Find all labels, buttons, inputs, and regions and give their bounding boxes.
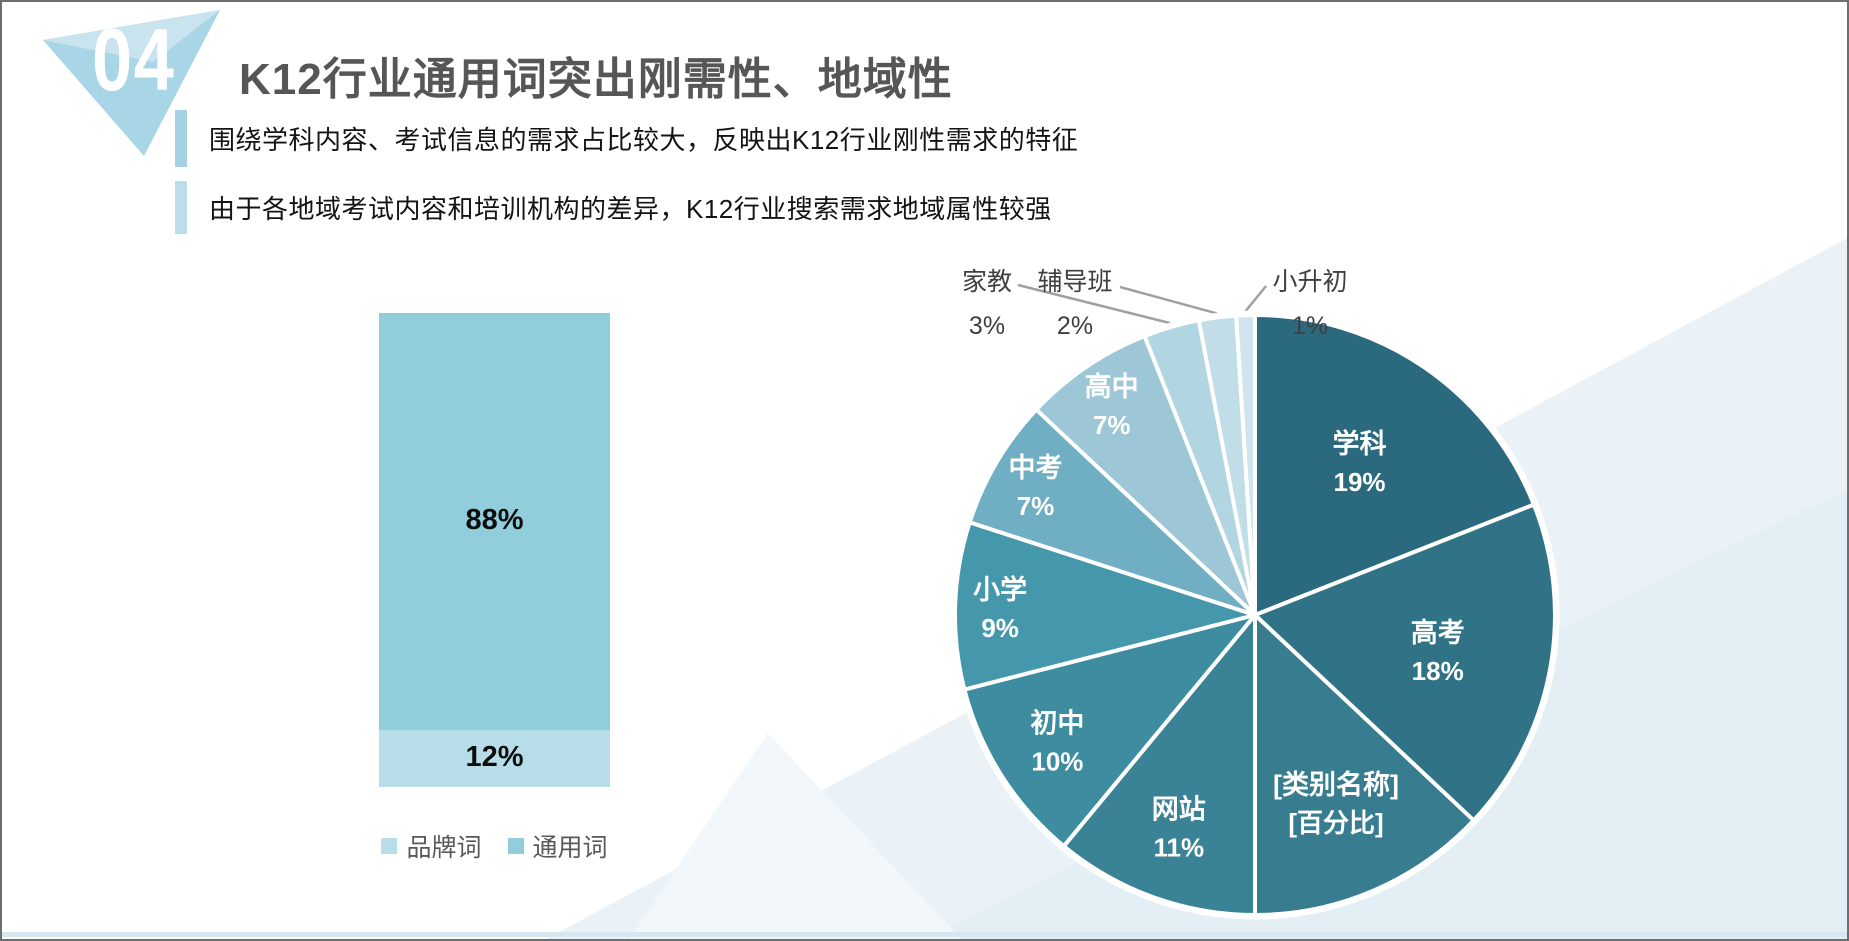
pie-outside-pct-小升初: 1% [1292, 312, 1328, 340]
pie-outside-label-辅导班: 辅导班 [1037, 268, 1112, 296]
legend-item-品牌词: 品牌词 [381, 828, 482, 864]
pie-slice-label-初中: 初中 [1030, 708, 1084, 738]
badge-triangle-icon [43, 10, 220, 156]
pie-slice-pct-高考: 18% [1412, 656, 1464, 686]
page-title: K12行业通用词突出刚需性、地域性 [239, 55, 953, 105]
leader-line-辅导班 [1119, 285, 1218, 315]
pie-chart: 学科 19% 高考 18% [类别名称] [百分比] 网站 11% 初中 10% 小学 9% 中考 7% 高… [905, 265, 1605, 939]
legend-label: 通用词 [532, 834, 608, 862]
section-number: 04 [92, 10, 176, 109]
legend-item-通用词: 通用词 [507, 828, 608, 864]
bullet-text-1: 围绕学科内容、考试信息的需求占比较大，反映出K12行业刚性需求的特征 [209, 125, 1079, 155]
bar-segment-通用词: 88% [379, 313, 610, 731]
pie-slice-pct-高中: 7% [1093, 410, 1131, 440]
pie-slice-pct-[类别名称]: [百分比] [1288, 808, 1383, 838]
pie-slice-label-高考: 高考 [1411, 617, 1465, 648]
legend-swatch-icon [381, 838, 398, 854]
bottom-accent-strip [2, 932, 1847, 937]
pie-outside-label-家教: 家教 [962, 268, 1012, 296]
pie-slice-pct-学科: 19% [1334, 467, 1386, 497]
pie-slice-label-中考: 中考 [1009, 453, 1063, 483]
bar-chart-legend: 品牌词 通用词 [342, 828, 647, 864]
bullet-item-2: 由于各地域考试内容和培训机构的差异，K12行业搜索需求地域属性较强 [175, 181, 1052, 234]
pie-slice-pct-初中: 10% [1031, 746, 1083, 776]
bar-data-label: 88% [465, 503, 524, 536]
pie-slice-label-小学: 小学 [973, 574, 1027, 605]
legend-swatch-icon [507, 838, 524, 854]
pie-outside-pct-辅导班: 2% [1057, 312, 1093, 340]
pie-slice-label-学科: 学科 [1333, 428, 1387, 459]
pie-chart-svg: 学科 19% 高考 18% [类别名称] [百分比] 网站 11% 初中 10% 小学 9% 中考 7% 高… [950, 268, 1560, 920]
pie-slice-pct-中考: 7% [1017, 491, 1055, 521]
bullet-item-1: 围绕学科内容、考试信息的需求占比较大，反映出K12行业刚性需求的特征 [175, 110, 1078, 167]
pie-slice-label-高中: 高中 [1085, 371, 1139, 402]
bar-data-label: 12% [465, 740, 524, 773]
pie-outer-ring [950, 310, 1560, 920]
legend-label: 品牌词 [406, 834, 482, 862]
section-badge: 04 [30, 6, 235, 168]
bar-segment-品牌词: 12% [379, 730, 610, 787]
leader-line-小升初 [1244, 285, 1267, 312]
pie-outside-pct-家教: 3% [969, 312, 1005, 340]
pie-slice-pct-网站: 11% [1153, 833, 1204, 863]
pie-slice-label-[类别名称]: [类别名称] [1273, 769, 1399, 800]
pie-slice-pct-小学: 9% [981, 613, 1019, 643]
pie-outside-label-小升初: 小升初 [1272, 268, 1347, 296]
stacked-bar-chart: 88% 12% [379, 313, 610, 787]
pie-slice-label-网站: 网站 [1152, 795, 1206, 825]
bullet-accent-bar-2 [175, 181, 187, 234]
bullet-text-2: 由于各地域考试内容和培训机构的差异，K12行业搜索需求地域属性较强 [209, 194, 1052, 224]
leader-line-家教 [1017, 283, 1171, 325]
bullet-accent-bar-1 [175, 110, 187, 167]
